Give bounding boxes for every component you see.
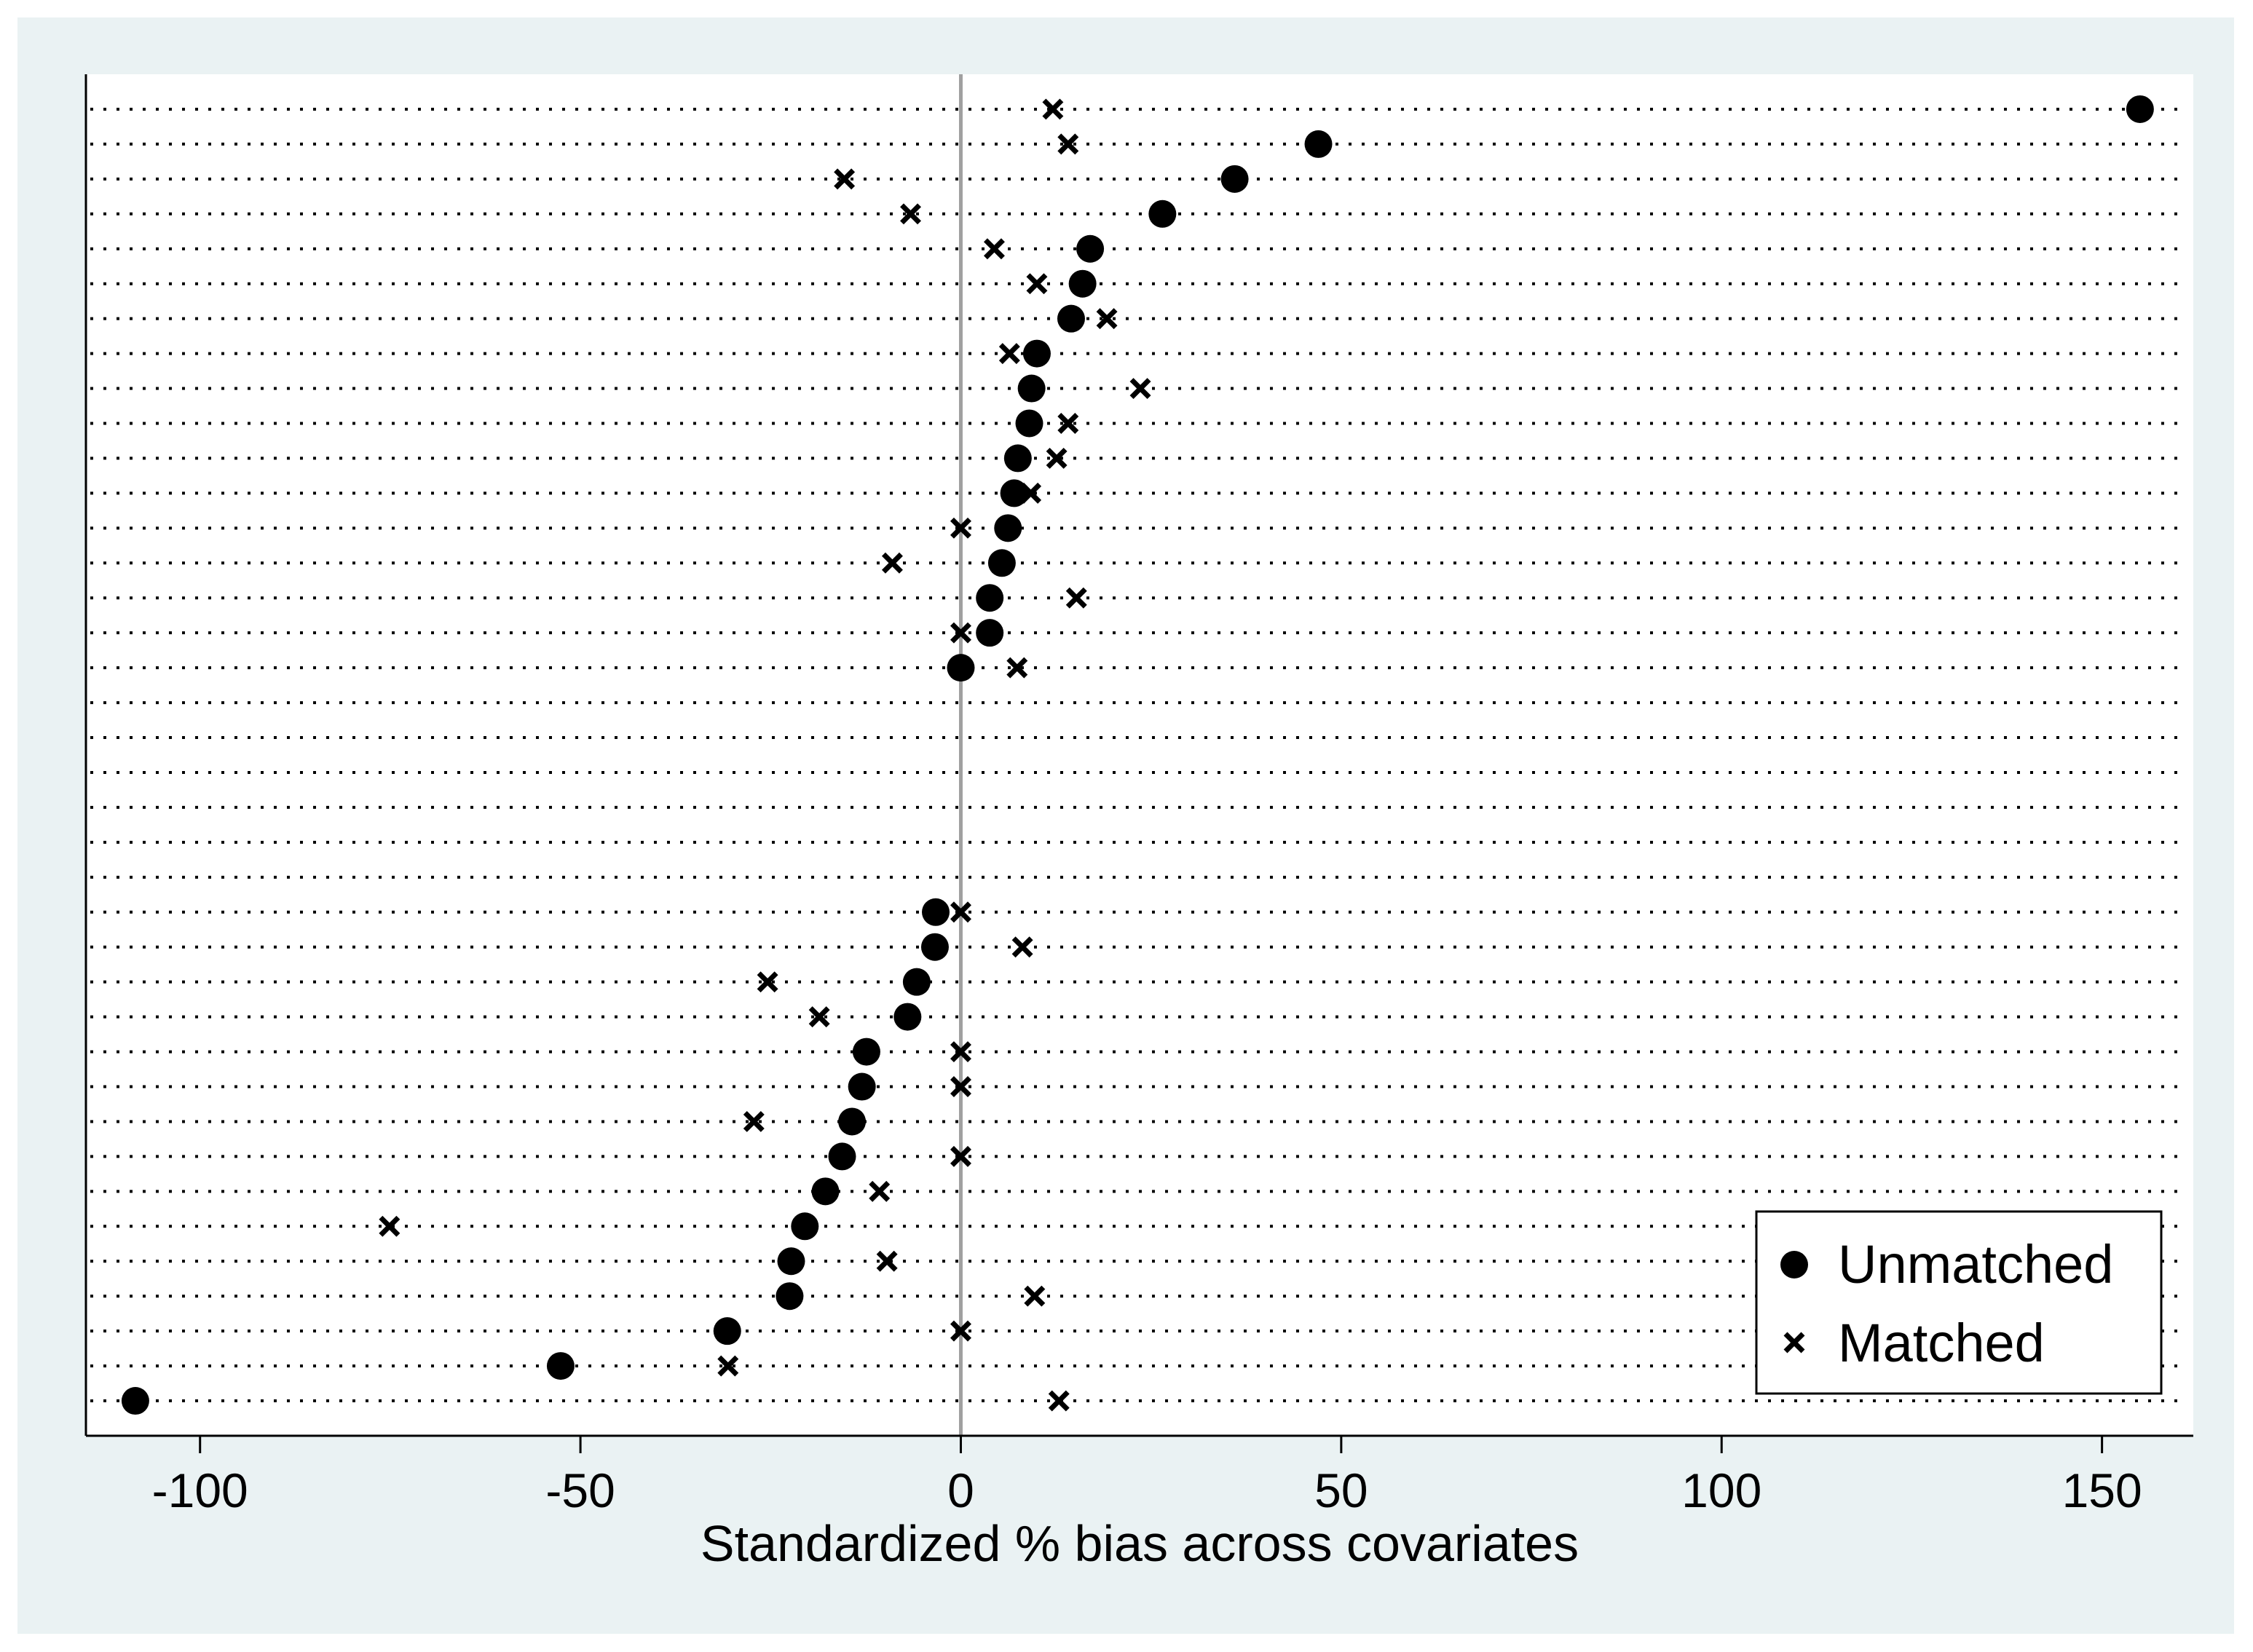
x-tick-label: 150 xyxy=(2062,1463,2142,1517)
legend-matched-label: Matched xyxy=(1838,1313,2045,1373)
matched-point xyxy=(950,517,971,539)
matched-point xyxy=(950,901,971,923)
matched-point xyxy=(834,168,856,190)
unmatched-point xyxy=(893,1003,922,1031)
unmatched-point xyxy=(776,1282,804,1311)
matched-point xyxy=(998,343,1020,365)
matched-point xyxy=(808,1006,830,1028)
x-tick-label: 50 xyxy=(1314,1463,1368,1517)
matched-point xyxy=(1020,482,1042,504)
matched-markers xyxy=(379,98,1151,1412)
unmatched-point xyxy=(1057,304,1085,333)
matched-point xyxy=(983,238,1005,260)
unmatched-point xyxy=(976,619,1004,647)
unmatched-point xyxy=(791,1212,819,1241)
unmatched-point xyxy=(852,1038,880,1066)
unmatched-point xyxy=(947,654,975,682)
matched-point xyxy=(1065,587,1087,609)
unmatched-point xyxy=(976,584,1004,612)
matched-point xyxy=(950,1076,971,1097)
matched-point xyxy=(717,1355,739,1377)
x-ticks xyxy=(199,1436,2104,1453)
unmatched-point xyxy=(987,549,1016,577)
unmatched-markers xyxy=(121,95,2154,1415)
matched-point xyxy=(950,1320,971,1342)
unmatched-point xyxy=(920,933,949,961)
matched-point xyxy=(1006,657,1028,679)
matched-point xyxy=(757,971,778,993)
unmatched-point xyxy=(546,1352,575,1380)
matched-point xyxy=(881,552,903,574)
dot-plot: -100 -50 0 50 100 150 Standardized % bias acr… xyxy=(84,74,2193,1572)
matched-point xyxy=(876,1250,898,1272)
matched-point xyxy=(1024,1285,1046,1307)
x-tick-label: 100 xyxy=(1681,1463,1761,1517)
chart-frame: -100 -50 0 50 100 150 Standardized % bias acr… xyxy=(17,17,2234,1634)
matched-point xyxy=(1026,273,1048,295)
matched-point xyxy=(743,1110,765,1132)
legend: Unmatched Matched xyxy=(1755,1210,2163,1395)
unmatched-point xyxy=(1015,409,1043,438)
x-tick-label: 0 xyxy=(947,1463,974,1517)
legend-unmatched-label: Unmatched xyxy=(1838,1234,2113,1295)
matched-point xyxy=(1048,1390,1070,1412)
unmatched-point xyxy=(1017,374,1046,403)
x-tick-labels: -100 -50 0 50 100 150 xyxy=(152,1463,2142,1517)
x-tick-label: -50 xyxy=(545,1463,615,1517)
legend-matched-marker xyxy=(1783,1332,1805,1353)
legend-box xyxy=(1755,1210,2163,1395)
unmatched-point xyxy=(848,1072,876,1101)
unmatched-point xyxy=(777,1247,805,1276)
matched-point xyxy=(950,622,971,644)
matched-point xyxy=(1057,133,1079,155)
matched-point xyxy=(950,1041,971,1063)
matched-point xyxy=(869,1180,891,1202)
unmatched-point xyxy=(1076,234,1105,263)
unmatched-point xyxy=(713,1317,741,1345)
unmatched-point xyxy=(1220,165,1249,193)
axes xyxy=(84,74,2193,1437)
legend-unmatched-marker xyxy=(1780,1251,1808,1278)
matched-point xyxy=(1096,308,1118,330)
unmatched-point xyxy=(811,1177,840,1206)
matched-point xyxy=(1129,378,1151,400)
unmatched-point xyxy=(1003,444,1032,473)
matched-point xyxy=(1011,936,1033,958)
unmatched-point xyxy=(1304,130,1333,158)
unmatched-point xyxy=(828,1142,856,1171)
matched-point xyxy=(1042,98,1064,120)
matched-point xyxy=(1057,413,1079,434)
matched-point xyxy=(950,1145,971,1167)
matched-point xyxy=(379,1215,401,1237)
matched-point xyxy=(900,203,922,225)
x-axis-title: Standardized % bias across covariates xyxy=(701,1515,1579,1572)
unmatched-point xyxy=(1148,199,1177,228)
unmatched-point xyxy=(994,514,1022,542)
unmatched-point xyxy=(902,968,931,996)
unmatched-point xyxy=(2126,95,2154,123)
unmatched-point xyxy=(1022,339,1051,368)
matched-point xyxy=(1046,447,1068,469)
unmatched-point xyxy=(121,1387,149,1415)
unmatched-point xyxy=(922,898,950,926)
unmatched-point xyxy=(838,1107,867,1136)
unmatched-point xyxy=(1068,269,1097,298)
x-tick-label: -100 xyxy=(152,1463,248,1517)
plot-area xyxy=(86,74,2193,1436)
